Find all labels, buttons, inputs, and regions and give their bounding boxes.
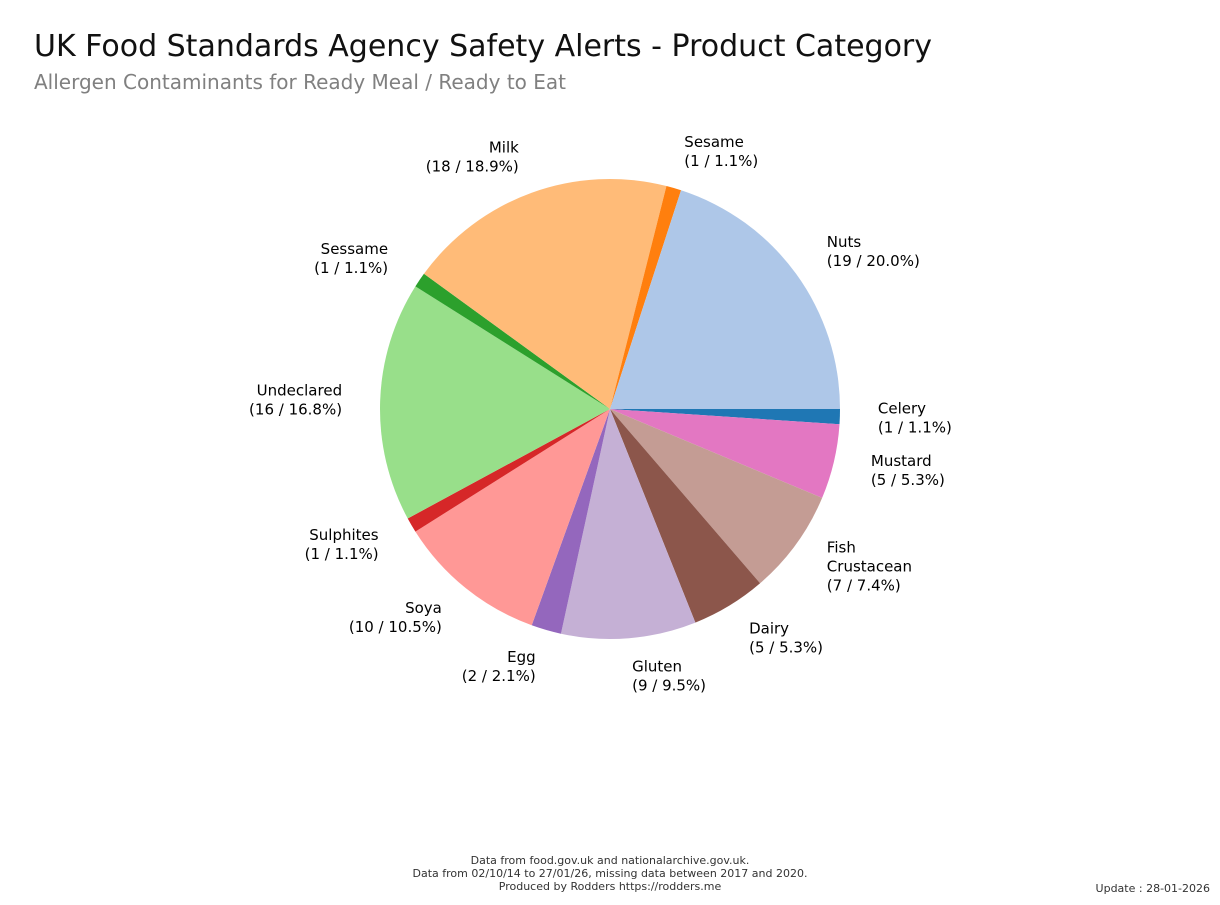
slice-label-line: Sulphites	[309, 526, 379, 544]
pie-labels: Celery (1 / 1.1%)Mustard (5 / 5.3%)Fish Cru…	[249, 133, 952, 695]
footer-credit-line: Produced by Rodders https://rodders.me	[498, 880, 722, 893]
slice-label-line: Nuts	[827, 233, 862, 251]
slice-label-line: (5 / 5.3%)	[749, 639, 823, 657]
slice-label-line: (18 / 18.9%)	[426, 158, 519, 176]
slice-label-line: Crustacean	[827, 558, 912, 576]
pie-slice-celery	[610, 409, 840, 425]
slice-label-line: Undeclared	[257, 382, 342, 400]
slice-label-line: (1 / 1.1%)	[305, 545, 379, 563]
slice-label-line: (1 / 1.1%)	[314, 259, 388, 277]
pie-slice-sessame	[415, 273, 610, 409]
chart-title: UK Food Standards Agency Safety Alerts -…	[34, 29, 933, 64]
slice-label-line: Gluten	[632, 658, 682, 676]
pie-slices	[379, 179, 840, 640]
pie-slice-fish-crustacean	[610, 409, 823, 584]
slice-label-line: (1 / 1.1%)	[878, 418, 952, 436]
slice-label-line: Mustard	[871, 452, 932, 470]
slice-label-gluten: Gluten (9 / 9.5%)	[632, 658, 706, 695]
pie-slice-sesame	[610, 186, 682, 409]
pie-slice-dairy	[610, 409, 761, 623]
slice-label-line: (1 / 1.1%)	[684, 152, 758, 170]
slice-label-nuts: Nuts (19 / 20.0%)	[827, 233, 920, 270]
slice-label-line: Sesame	[684, 133, 744, 151]
footer: Data from food.gov.uk and nationalarchiv…	[0, 854, 1220, 893]
slice-label-undeclared: Undeclared (16 / 16.8%)	[249, 382, 342, 419]
slice-label-line: (5 / 5.3%)	[871, 471, 945, 489]
slice-label-line: Sessame	[321, 240, 388, 258]
slice-label-line: Fish	[827, 539, 856, 557]
slice-label-line: Dairy	[749, 620, 789, 638]
slice-label-line: (9 / 9.5%)	[632, 677, 706, 695]
slice-label-fish-crustacean: Fish Crustacean (7 / 7.4%)	[827, 539, 912, 595]
slice-label-sessame: Sessame (1 / 1.1%)	[314, 240, 388, 277]
slice-label-celery: Celery (1 / 1.1%)	[878, 399, 952, 436]
slice-label-line: Egg	[507, 648, 536, 666]
slice-label-line: Soya	[405, 599, 442, 617]
slice-label-mustard: Mustard (5 / 5.3%)	[871, 452, 945, 489]
slice-label-sulphites: Sulphites (1 / 1.1%)	[305, 526, 379, 563]
slice-label-line: (19 / 20.0%)	[827, 252, 920, 270]
footer-date-range-line: Data from 02/10/14 to 27/01/26, missing …	[412, 867, 808, 880]
footer-source-line: Data from food.gov.uk and nationalarchiv…	[470, 854, 750, 867]
update-stamp: Update : 28-01-2026	[1095, 882, 1210, 895]
slice-label-dairy: Dairy (5 / 5.3%)	[749, 620, 823, 657]
slice-label-milk: Milk (18 / 18.9%)	[426, 139, 519, 176]
slice-label-line: Celery	[878, 399, 926, 417]
slice-label-line: (7 / 7.4%)	[827, 577, 901, 595]
pie-slice-sulphites	[407, 409, 610, 532]
slice-label-line: (16 / 16.8%)	[249, 401, 342, 419]
pie-slice-milk	[423, 179, 667, 409]
pie-slice-nuts	[610, 190, 840, 409]
slice-label-line: (10 / 10.5%)	[349, 618, 442, 636]
pie-slice-egg	[531, 409, 610, 634]
slice-label-soya: Soya (10 / 10.5%)	[349, 599, 442, 636]
slice-label-sesame: Sesame (1 / 1.1%)	[684, 133, 758, 170]
slice-label-line: Milk	[489, 139, 519, 157]
pie-slice-soya	[415, 409, 610, 626]
chart-subtitle: Allergen Contaminants for Ready Meal / R…	[34, 70, 566, 94]
pie-slice-gluten	[560, 409, 696, 640]
slice-label-egg: Egg (2 / 2.1%)	[462, 648, 536, 685]
slice-label-line: (2 / 2.1%)	[462, 667, 536, 685]
pie-slice-mustard	[610, 409, 840, 498]
pie-slice-undeclared	[379, 286, 610, 519]
